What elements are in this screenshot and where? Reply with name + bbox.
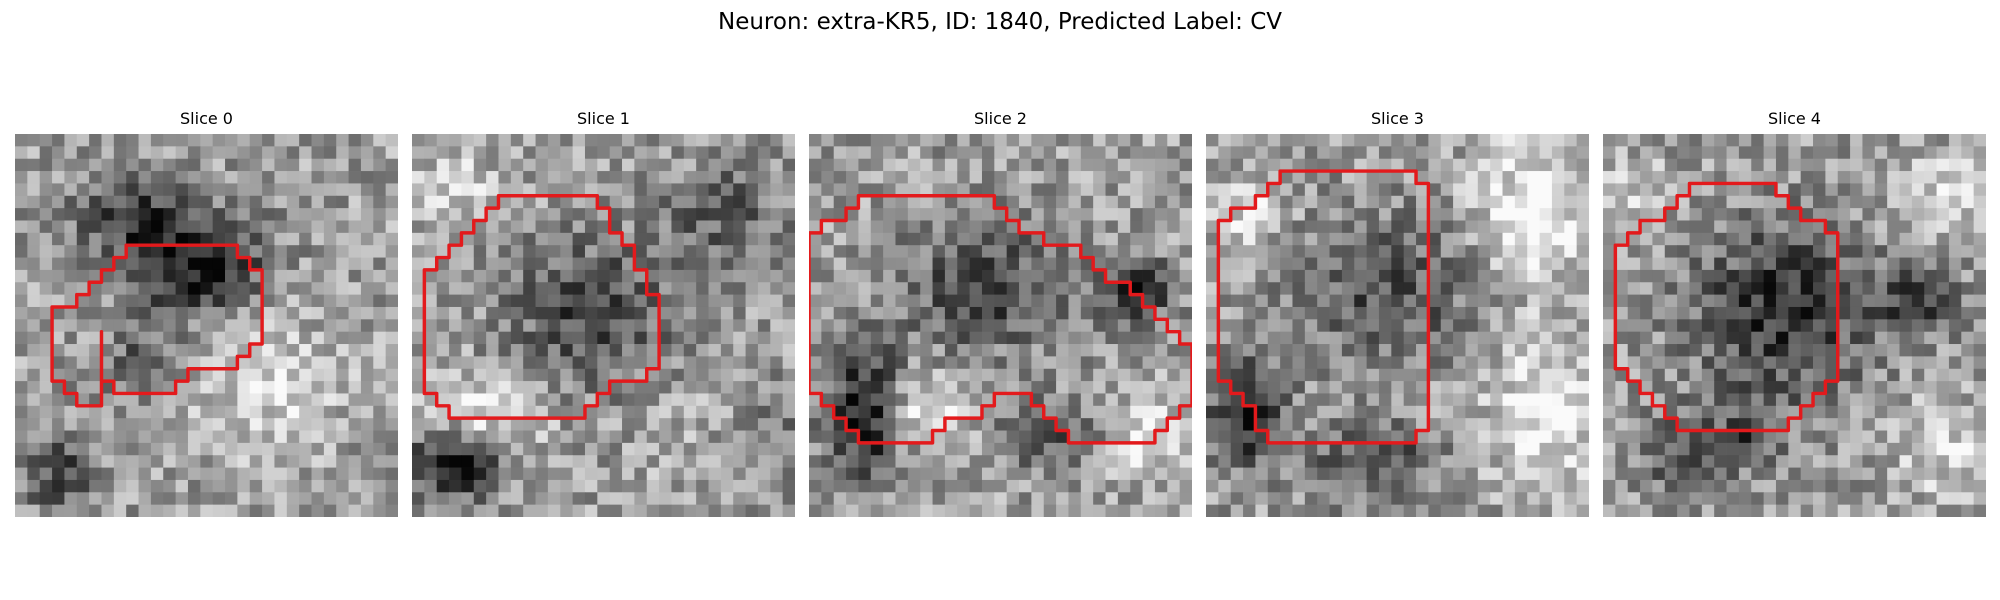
slice-panel-0: Slice 0: [15, 108, 398, 518]
slice-title-3: Slice 3: [1371, 109, 1424, 128]
slice-panel-4: Slice 4: [1603, 108, 1986, 518]
slice-title-2: Slice 2: [974, 109, 1027, 128]
segmentation-contour: [50, 243, 264, 408]
segmentation-contour: [809, 194, 1192, 445]
segmentation-contour: [1613, 181, 1840, 433]
segmentation-contour: [422, 194, 661, 420]
slice-title-1: Slice 1: [577, 109, 630, 128]
slice-panel-2: Slice 2: [809, 108, 1192, 518]
slice-image-4: [1603, 134, 1986, 517]
slice-panel-3: Slice 3: [1206, 108, 1589, 518]
slice-title-4: Slice 4: [1768, 109, 1821, 128]
figure-title: Neuron: extra-KR5, ID: 1840, Predicted L…: [717, 9, 1283, 35]
slice-image-3: [1206, 134, 1589, 517]
slice-image-2: [809, 134, 1192, 517]
slice-title-0: Slice 0: [180, 109, 233, 128]
slice-panel-1: Slice 1: [412, 108, 795, 518]
slice-image-1: [412, 134, 795, 517]
slice-image-0: [15, 134, 398, 517]
segmentation-contour: [1216, 169, 1431, 445]
